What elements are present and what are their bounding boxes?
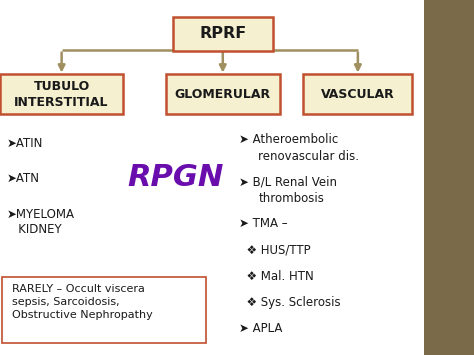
Text: RPRF: RPRF [199,26,246,41]
Text: thrombosis: thrombosis [258,192,324,205]
FancyBboxPatch shape [166,74,280,114]
Text: ➤MYELOMA
   KIDNEY: ➤MYELOMA KIDNEY [7,208,75,236]
Text: ❖ Mal. HTN: ❖ Mal. HTN [239,270,314,283]
Text: ❖ Sys. Sclerosis: ❖ Sys. Sclerosis [239,296,341,309]
Text: ➤ B/L Renal Vein: ➤ B/L Renal Vein [239,175,337,188]
Text: ➤ APLA: ➤ APLA [239,322,283,335]
FancyBboxPatch shape [303,74,412,114]
FancyBboxPatch shape [0,74,123,114]
Bar [424,0,474,355]
FancyBboxPatch shape [2,277,206,343]
Text: ❖ HUS/TTP: ❖ HUS/TTP [239,244,311,256]
Text: ➤ TMA –: ➤ TMA – [239,217,288,230]
Text: renovascular dis.: renovascular dis. [258,150,359,163]
Text: ➤ATIN: ➤ATIN [7,137,44,150]
Text: RARELY – Occult viscera
sepsis, Sarcoidosis,
Obstructive Nephropathy: RARELY – Occult viscera sepsis, Sarcoido… [12,284,153,321]
FancyBboxPatch shape [173,17,273,50]
Text: RPGN: RPGN [127,163,224,192]
Text: ➤ATN: ➤ATN [7,172,40,185]
Text: VASCULAR: VASCULAR [321,88,395,100]
Text: GLOMERULAR: GLOMERULAR [175,88,271,100]
Text: ➤ Atheroembolic: ➤ Atheroembolic [239,133,338,146]
Text: TUBULO
INTERSTITIAL: TUBULO INTERSTITIAL [14,80,109,109]
